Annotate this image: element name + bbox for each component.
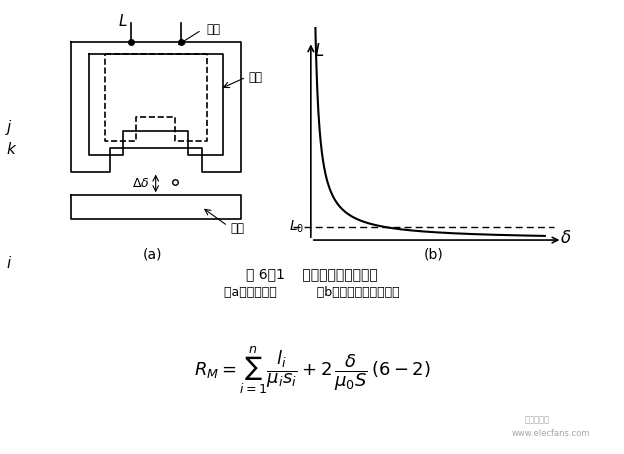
Text: 铁芯: 铁芯 <box>249 71 263 84</box>
Text: www.elecfans.com: www.elecfans.com <box>512 429 590 438</box>
Text: k: k <box>6 142 15 158</box>
Text: j: j <box>6 119 11 135</box>
Text: （a）工作原理          （b）电感与气隙的关系: （a）工作原理 （b）电感与气隙的关系 <box>224 286 400 299</box>
Text: (b): (b) <box>424 247 444 261</box>
Text: 衔铁: 衔铁 <box>230 222 245 235</box>
Text: (a): (a) <box>143 247 163 261</box>
Text: $L$: $L$ <box>314 42 324 60</box>
Text: $R_M = \sum_{i=1}^{n} \dfrac{l_i}{\mu_i s_i} + 2\,\dfrac{\delta}{\mu_0 S}\,(6-2): $R_M = \sum_{i=1}^{n} \dfrac{l_i}{\mu_i … <box>193 344 431 396</box>
Text: $L_0$: $L_0$ <box>288 219 304 235</box>
Text: 电子发烧友: 电子发烧友 <box>524 415 549 424</box>
Text: 线圈: 线圈 <box>207 24 221 36</box>
Text: $\delta$: $\delta$ <box>560 229 571 247</box>
Text: 图 6－1    变磁阻式传感器原理: 图 6－1 变磁阻式传感器原理 <box>246 268 378 281</box>
Text: $\Delta\delta$: $\Delta\delta$ <box>132 177 150 190</box>
Text: i: i <box>6 256 11 271</box>
Text: $L$: $L$ <box>118 13 128 29</box>
